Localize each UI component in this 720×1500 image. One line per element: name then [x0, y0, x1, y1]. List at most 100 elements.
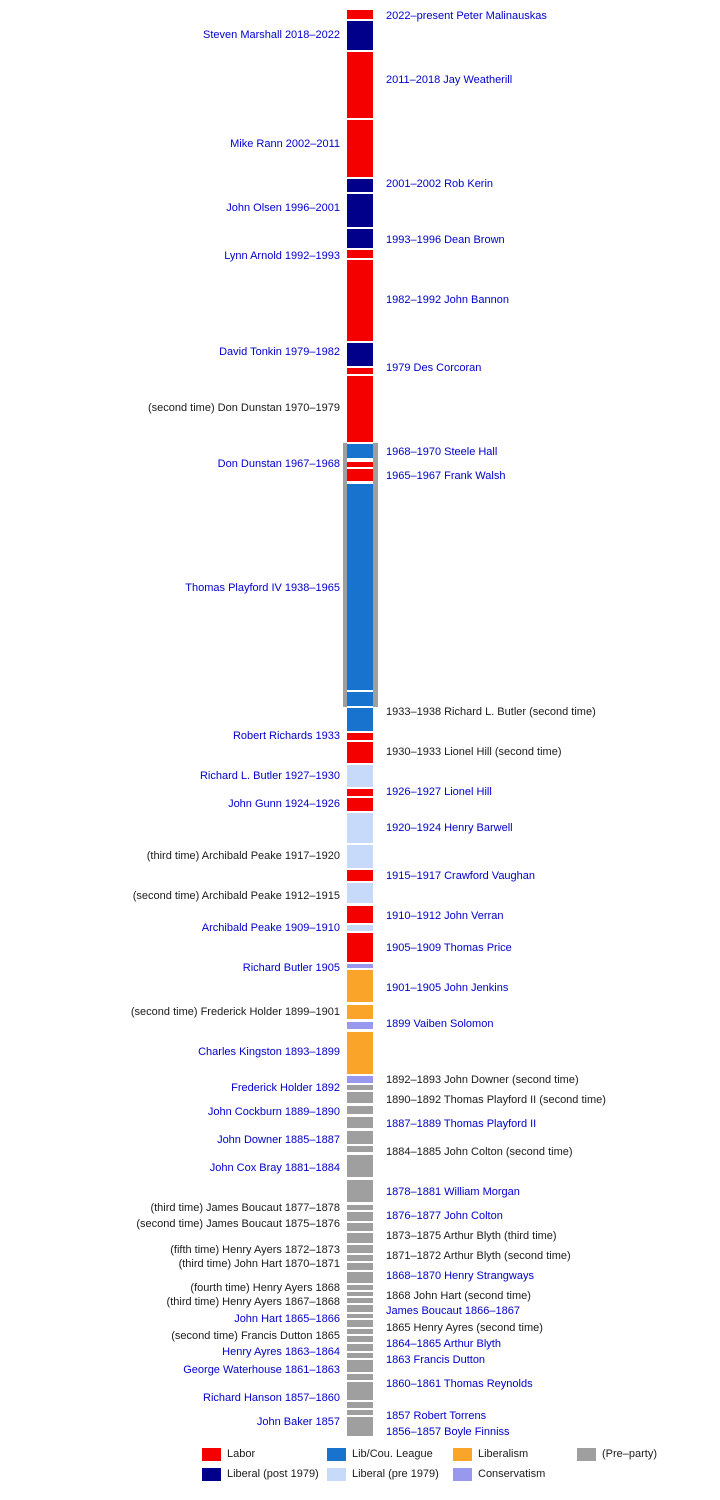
bar-james-boucaut-2nd: [347, 1223, 373, 1231]
label-henry-strangways[interactable]: 1868–1870 Henry Strangways: [386, 1270, 534, 1282]
bar-william-morgan: [347, 1180, 373, 1202]
bar-thomas-playford-iv: [347, 484, 373, 690]
legend-label-pre_party: (Pre–party): [602, 1448, 658, 1460]
bar-john-verran: [347, 906, 373, 923]
gray-backdrop-left-strip: [343, 443, 347, 707]
label-rob-kerin[interactable]: 2001–2002 Rob Kerin: [386, 178, 494, 190]
bar-john-cockburn: [347, 1106, 373, 1114]
label-david-tonkin[interactable]: David Tonkin 1979–1982: [219, 346, 340, 358]
label-jay-weatherill[interactable]: 2011–2018 Jay Weatherill: [386, 74, 513, 86]
label-crawford-vaughan[interactable]: 1915–1917 Crawford Vaughan: [386, 870, 536, 882]
bar-james-boucaut-3rd: [347, 1205, 373, 1210]
bar-richard-hanson: [347, 1382, 373, 1400]
label-boyle-finniss[interactable]: 1856–1857 Boyle Finniss: [386, 1426, 510, 1438]
label-john-jenkins[interactable]: 1901–1905 John Jenkins: [386, 982, 509, 994]
label-charles-kingston[interactable]: Charles Kingston 1893–1899: [198, 1046, 340, 1058]
bar-john-gunn: [347, 798, 373, 811]
label-archibald-peake-3rd: (third time) Archibald Peake 1917–1920: [146, 850, 340, 862]
legend-swatch-labor: [202, 1448, 221, 1461]
label-lynn-arnold[interactable]: Lynn Arnold 1992–1993: [224, 250, 340, 262]
bar-archibald-peake-3rd: [347, 845, 373, 868]
bar-arthur-blyth-2nd: [347, 1255, 373, 1261]
label-lionel-hill-2nd: 1930–1933 Lionel Hill (second time): [386, 746, 562, 758]
legend-label-conservatism: Conservatism: [478, 1468, 546, 1480]
label-richard-l-butler-2nd: 1933–1938 Richard L. Butler (second time…: [386, 706, 596, 718]
label-thomas-price[interactable]: 1905–1909 Thomas Price: [386, 942, 512, 954]
bar-john-hart-1st: [347, 1314, 373, 1318]
label-john-hart-1st[interactable]: John Hart 1865–1866: [234, 1313, 340, 1325]
bar-frank-walsh: [347, 469, 373, 481]
bar-des-corcoran: [347, 368, 373, 374]
bar-john-bannon: [347, 260, 373, 341]
bar-john-downer-1st: [347, 1131, 373, 1144]
label-mike-rann[interactable]: Mike Rann 2002–2011: [230, 138, 340, 150]
bar-richard-butler-1905: [347, 964, 373, 968]
bar-charles-kingston: [347, 1032, 373, 1074]
bar-steele-hall: [347, 444, 373, 458]
label-frank-walsh[interactable]: 1965–1967 Frank Walsh: [386, 470, 506, 482]
bar-steven-marshall: [347, 21, 373, 50]
label-lionel-hill-1st[interactable]: 1926–1927 Lionel Hill: [386, 786, 492, 798]
label-des-corcoran[interactable]: 1979 Des Corcoran: [386, 362, 482, 374]
label-archibald-peake-2nd: (second time) Archibald Peake 1912–1915: [132, 890, 340, 902]
label-richard-hanson[interactable]: Richard Hanson 1857–1860: [203, 1392, 340, 1404]
label-francis-dutton-1st[interactable]: 1863 Francis Dutton: [386, 1354, 486, 1366]
label-thomas-playford-ii-1st[interactable]: 1887–1889 Thomas Playford II: [386, 1118, 537, 1130]
gray-backdrop-right-strip: [373, 443, 378, 707]
label-vaiben-solomon[interactable]: 1899 Vaiben Solomon: [386, 1018, 494, 1030]
bar-robert-richards: [347, 733, 373, 740]
label-william-morgan[interactable]: 1878–1881 William Morgan: [386, 1186, 520, 1198]
bar-henry-barwell: [347, 813, 373, 843]
bar-frederick-holder-1892: [347, 1085, 373, 1090]
label-john-colton-2nd: 1884–1885 John Colton (second time): [386, 1146, 573, 1158]
label-francis-dutton-2nd: (second time) Francis Dutton 1865: [171, 1330, 340, 1342]
label-james-boucaut-1st[interactable]: James Boucaut 1866–1867: [386, 1305, 520, 1317]
label-john-verran[interactable]: 1910–1912 John Verran: [386, 910, 504, 922]
label-steven-marshall[interactable]: Steven Marshall 2018–2022: [203, 29, 340, 41]
label-peter-malinauskas[interactable]: 2022–present Peter Malinauskas: [386, 10, 547, 22]
label-arthur-blyth-1st[interactable]: 1864–1865 Arthur Blyth: [386, 1338, 501, 1350]
bar-archibald-peake-2nd: [347, 883, 373, 903]
label-don-dunstan-1st[interactable]: Don Dunstan 1967–1968: [217, 458, 340, 470]
bar-henry-ayres-1863: [347, 1344, 373, 1351]
bar-john-jenkins: [347, 970, 373, 1002]
label-henry-ayers-3rd: (third time) Henry Ayers 1867–1868: [166, 1296, 340, 1308]
bar-john-olsen: [347, 194, 373, 227]
legend-swatch-lib_pre: [327, 1468, 346, 1481]
label-john-cockburn[interactable]: John Cockburn 1889–1890: [207, 1106, 340, 1118]
label-john-olsen[interactable]: John Olsen 1996–2001: [226, 202, 340, 214]
bar-lynn-arnold: [347, 250, 373, 258]
label-henry-ayers-5th: (fifth time) Henry Ayers 1872–1873: [170, 1244, 340, 1256]
label-thomas-reynolds[interactable]: 1860–1861 Thomas Reynolds: [386, 1378, 533, 1390]
bar-thomas-reynolds: [347, 1374, 373, 1380]
label-don-dunstan-2nd: (second time) Don Dunstan 1970–1979: [147, 402, 340, 414]
label-richard-l-butler-1st[interactable]: Richard L. Butler 1927–1930: [199, 770, 340, 782]
label-robert-richards[interactable]: Robert Richards 1933: [232, 730, 340, 742]
label-henry-ayres-1863[interactable]: Henry Ayres 1863–1864: [222, 1346, 340, 1358]
label-john-cox-bray[interactable]: John Cox Bray 1881–1884: [209, 1162, 340, 1174]
label-dean-brown[interactable]: 1993–1996 Dean Brown: [386, 234, 505, 246]
label-richard-butler-1905[interactable]: Richard Butler 1905: [242, 962, 340, 974]
label-robert-torrens[interactable]: 1857 Robert Torrens: [386, 1410, 487, 1422]
bar-francis-dutton-1st: [347, 1353, 373, 1358]
label-john-colton-1st[interactable]: 1876–1877 John Colton: [386, 1210, 503, 1222]
bar-arthur-blyth-3rd: [347, 1233, 373, 1243]
label-george-waterhouse[interactable]: George Waterhouse 1861–1863: [183, 1364, 340, 1376]
legend-label-lib_pre: Liberal (pre 1979): [352, 1468, 439, 1480]
bar-don-dunstan-1st: [347, 462, 373, 467]
label-john-gunn[interactable]: John Gunn 1924–1926: [228, 798, 340, 810]
label-frederick-holder-2nd: (second time) Frederick Holder 1899–1901: [130, 1006, 340, 1018]
label-john-bannon[interactable]: 1982–1992 John Bannon: [386, 294, 509, 306]
label-thomas-playford-iv[interactable]: Thomas Playford IV 1938–1965: [185, 582, 340, 594]
label-henry-ayres-2nd: 1865 Henry Ayres (second time): [386, 1322, 543, 1334]
label-archibald-peake-1st[interactable]: Archibald Peake 1909–1910: [201, 922, 340, 934]
label-henry-barwell[interactable]: 1920–1924 Henry Barwell: [386, 822, 513, 834]
label-frederick-holder-1892[interactable]: Frederick Holder 1892: [231, 1082, 340, 1094]
label-john-downer-1st[interactable]: John Downer 1885–1887: [217, 1134, 340, 1146]
label-steele-hall[interactable]: 1968–1970 Steele Hall: [386, 446, 498, 458]
label-john-baker[interactable]: John Baker 1857: [256, 1416, 340, 1428]
bar-frederick-holder-2nd: [347, 1005, 373, 1019]
legend-label-lcl: Lib/Cou. League: [352, 1448, 433, 1460]
bar-thomas-price: [347, 933, 373, 962]
